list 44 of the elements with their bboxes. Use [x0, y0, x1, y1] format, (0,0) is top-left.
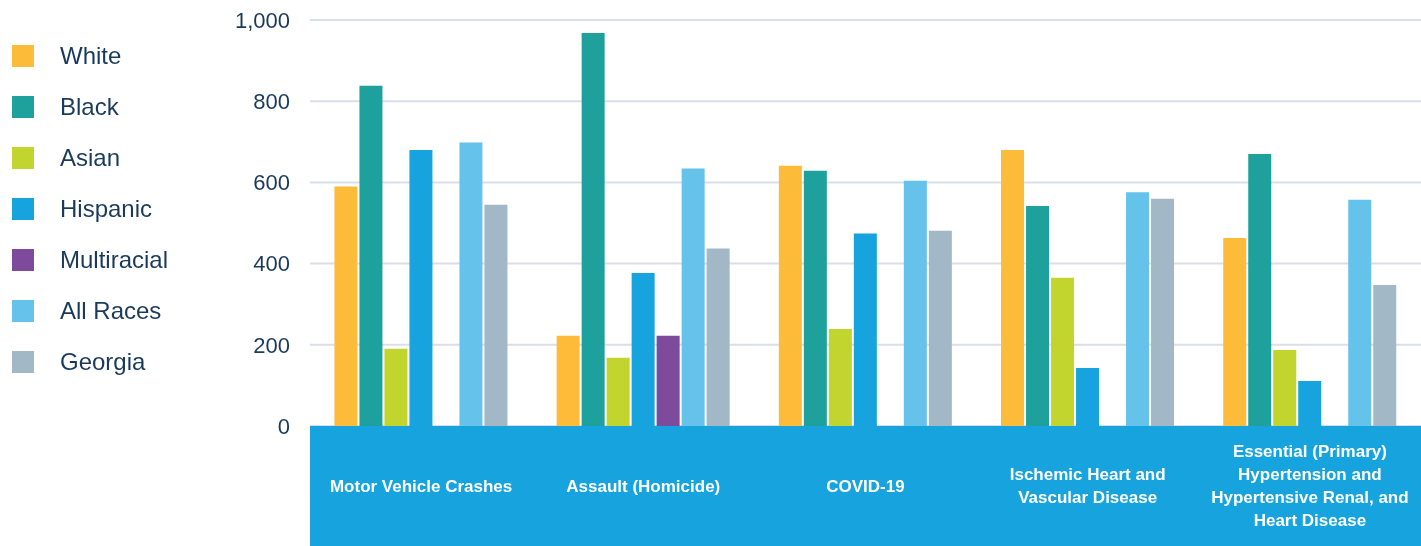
bar: [1151, 198, 1175, 426]
bar: [903, 180, 927, 426]
bar: [1026, 205, 1050, 426]
bar: [1001, 149, 1025, 426]
bar: [778, 165, 802, 426]
bar: [606, 357, 630, 426]
bar: [556, 335, 580, 426]
bar: [359, 85, 383, 426]
legend-label: Georgia: [60, 347, 146, 376]
y-tick-label: 800: [253, 89, 290, 115]
legend-label: Hispanic: [60, 194, 153, 223]
legend-label: All Races: [60, 296, 162, 325]
y-tick-label: 400: [253, 251, 290, 277]
bar: [656, 335, 680, 426]
bar: [459, 142, 483, 426]
bar: [1126, 192, 1150, 426]
x-tick-label: Essential (Primary) Hypertension and Hypertensive Renal, and Heart Disease: [1210, 441, 1410, 532]
bar: [1051, 277, 1075, 426]
y-tick-label: 200: [253, 332, 290, 358]
y-tick-label: 1,000: [234, 7, 290, 33]
bar: [334, 186, 358, 426]
x-tick-label: Motor Vehicle Crashes: [329, 475, 513, 498]
y-tick-label: 600: [253, 170, 290, 196]
legend-label: Asian: [60, 143, 121, 172]
bar: [384, 348, 408, 426]
bar: [1373, 285, 1397, 426]
bar: [484, 204, 508, 426]
legend-label: White: [60, 41, 122, 70]
x-tick-label: Assault (Homicide): [566, 475, 721, 498]
y-tick-label: 0: [277, 413, 290, 439]
x-tick-label: COVID-19: [826, 475, 905, 498]
bar: [1348, 199, 1372, 426]
bar: [928, 230, 952, 426]
bar: [581, 32, 605, 426]
bar: [1273, 350, 1297, 426]
bar: [1223, 238, 1247, 426]
bar: [706, 248, 730, 426]
legend-label: Multiracial: [60, 245, 169, 274]
bar: [803, 170, 827, 426]
bar: [681, 168, 705, 426]
legend-label: Black: [60, 92, 119, 121]
bar: [828, 328, 852, 426]
bar: [1248, 153, 1272, 426]
x-tick-label: Ischemic Heart and Vascular Disease: [1008, 464, 1167, 509]
